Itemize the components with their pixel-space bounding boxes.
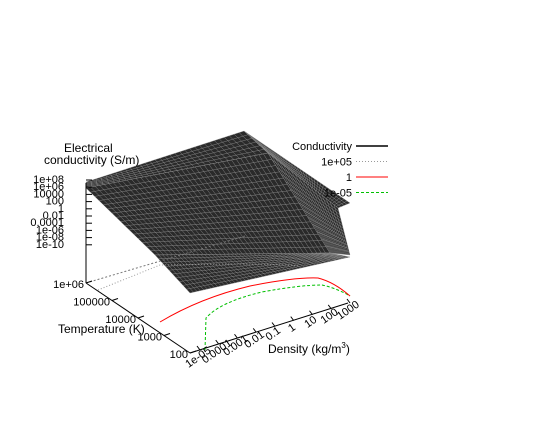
surface-patch-1 (243, 130, 351, 209)
x-tick-mark (327, 304, 332, 310)
y-tick-mark (111, 298, 119, 301)
x-tick-label: 0.1 (264, 325, 283, 344)
z-axis-label-line2: conductivity (S/m) (44, 153, 139, 167)
contour-1 (159, 277, 351, 323)
z-tick-label: 1 (58, 203, 64, 215)
y-tick-label: 100 (170, 349, 188, 361)
surface-patch-3 (267, 152, 351, 256)
y-tick-label: 10000 (105, 314, 136, 326)
legend: Conductivity 1e+05 1 1e-05 (292, 141, 388, 200)
x-tick-mark (290, 316, 295, 321)
y-tick-mark (137, 315, 145, 319)
x-tick-label: 1000 (335, 299, 362, 323)
y-axis-label: Temperature (K) (58, 322, 145, 336)
legend-item: Conductivity (292, 141, 388, 153)
z-tick-label: 1e+08 (33, 174, 64, 186)
legend-item: 1e+05 (321, 157, 388, 169)
y-tick-mark (85, 280, 93, 284)
legend-label: 1e-05 (324, 188, 352, 200)
z-tick-label: 10000 (33, 188, 64, 200)
x-tick-mark (346, 298, 351, 304)
z-tick-label: 1e-10 (36, 239, 64, 251)
y-tick-label: 1e+06 (53, 279, 84, 291)
x-tick-label: 10 (302, 314, 319, 331)
y-tick-label: 1000 (138, 332, 162, 344)
x-tick-mark (252, 328, 257, 333)
y-tick-label: 100000 (73, 297, 110, 309)
x-tick-label: 1 (286, 321, 298, 334)
z-axis: 1e+081e+061000010010.010.00011e-061e-081… (30, 174, 92, 251)
x-tick-mark (309, 310, 313, 316)
x-tick-mark (215, 339, 220, 345)
z-axis-label-line1: Electrical (64, 141, 113, 155)
legend-label: 1 (346, 172, 352, 184)
conductivity-surface (85, 130, 351, 294)
surface-patch-4 (154, 252, 351, 294)
x-tick-label: 0.01 (242, 329, 266, 351)
x-tick-mark (271, 322, 276, 327)
legend-item: 1e-05 (324, 188, 388, 200)
surface-patch-2 (85, 152, 331, 256)
z-tick-label: 100 (46, 196, 64, 208)
x-tick-mark (234, 333, 238, 339)
legend-item: 1 (346, 172, 388, 184)
z-tick-label: 1e-06 (36, 224, 64, 236)
contour-lines (97, 263, 351, 351)
y-tick-mark (163, 333, 171, 336)
z-tick-label: 1e-08 (36, 232, 64, 244)
legend-label: Conductivity (292, 141, 352, 153)
legend-label: 1e+05 (321, 157, 352, 169)
x-tick-mark (196, 345, 201, 351)
z-tick-label: 0.0001 (30, 217, 64, 229)
z-tick-label: 1e+06 (33, 181, 64, 193)
contour-1e-05 (204, 284, 351, 351)
x-axis-label: Density (kg/m3) (268, 341, 350, 356)
z-tick-label: 0.01 (43, 210, 64, 222)
y-tick-mark (189, 350, 197, 354)
